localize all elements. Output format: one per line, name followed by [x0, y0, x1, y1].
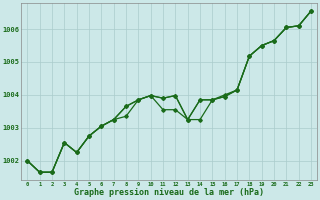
- X-axis label: Graphe pression niveau de la mer (hPa): Graphe pression niveau de la mer (hPa): [74, 188, 264, 197]
